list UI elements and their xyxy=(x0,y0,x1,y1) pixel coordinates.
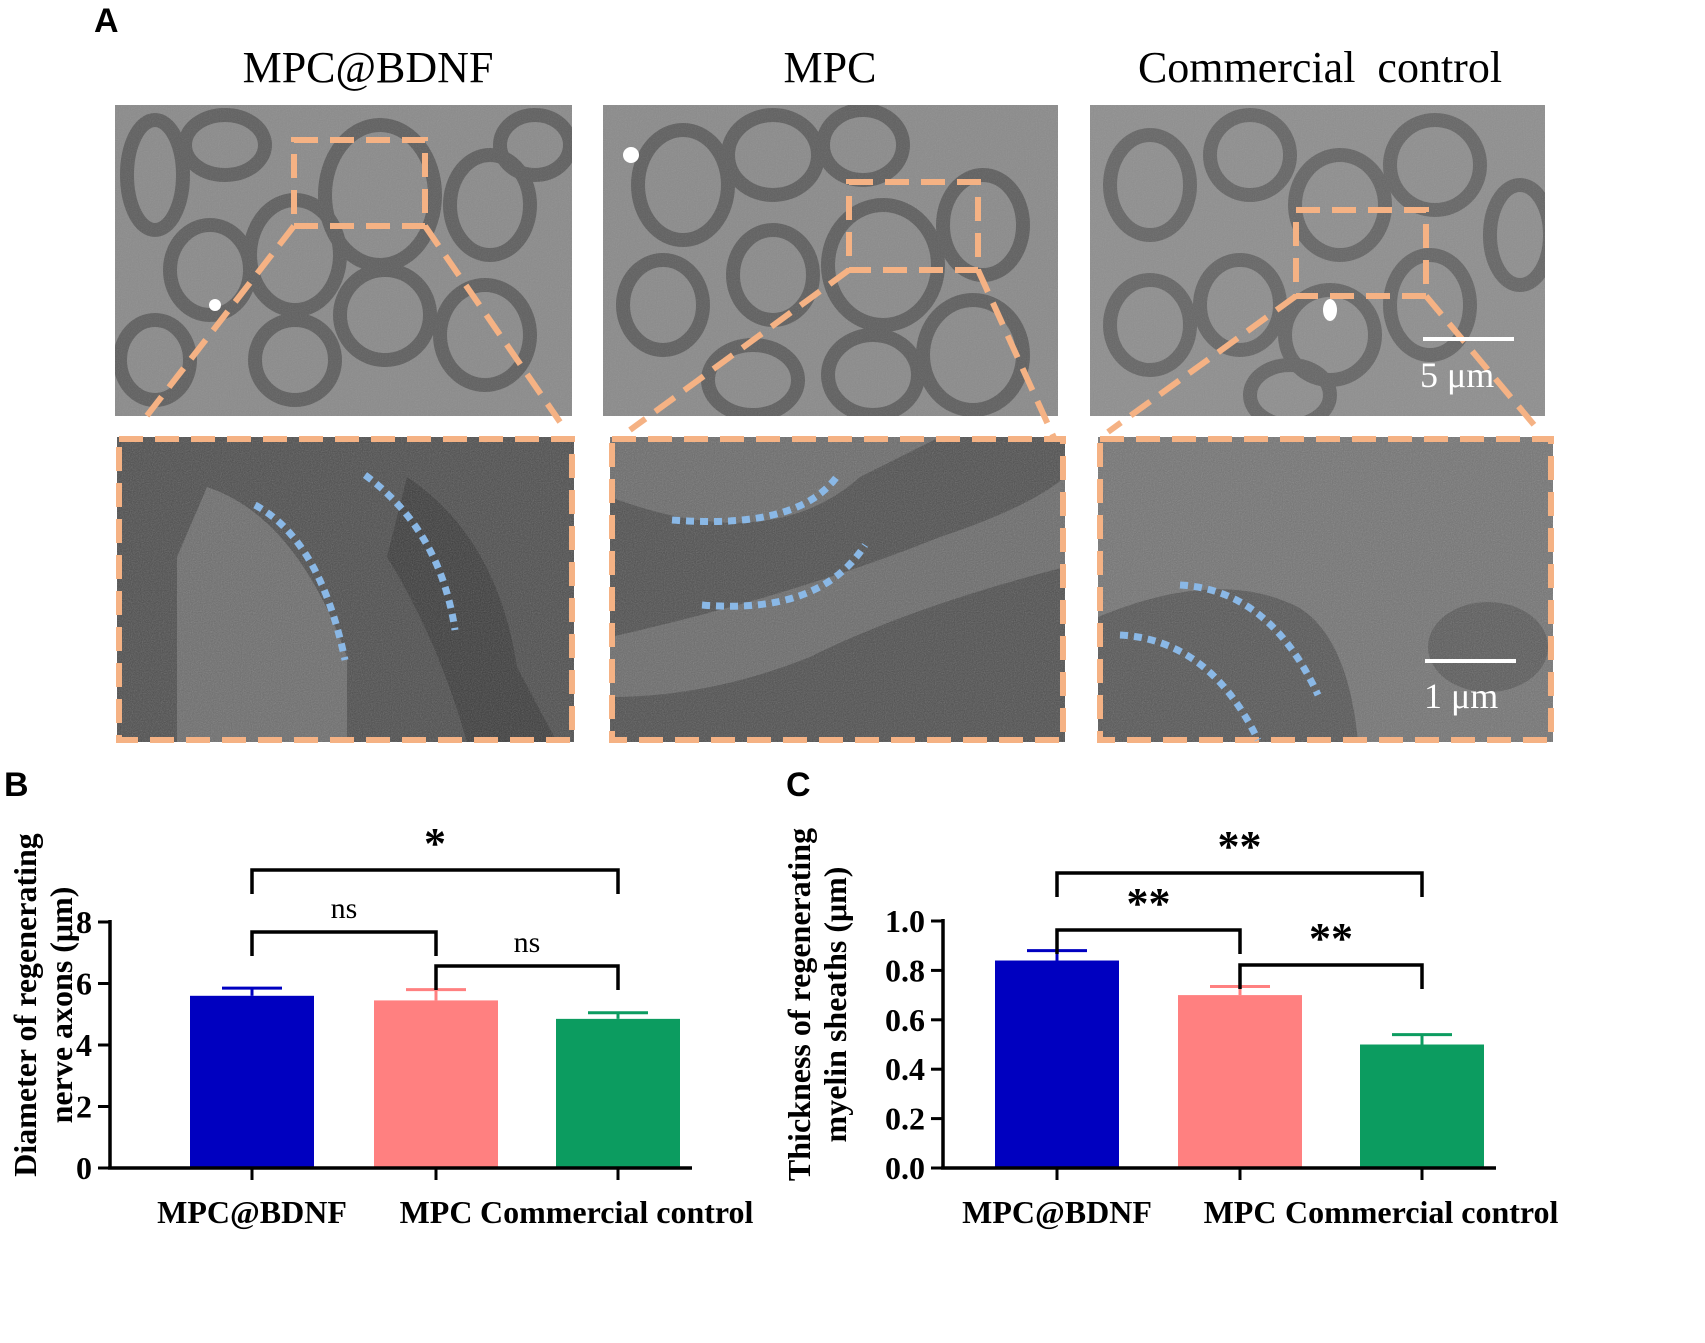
bar-b-1 xyxy=(374,1000,498,1168)
zoom-frame-mpc-bdnf xyxy=(116,436,575,743)
bar-c-2 xyxy=(1360,1044,1484,1168)
y-axis-title-line2-b: nerve axons (μm) xyxy=(43,887,79,1124)
zoom-line-right-mpc-bdnf xyxy=(422,224,563,424)
myelin-trace-1-mpc xyxy=(671,472,841,526)
x-label-b-1: MPC xyxy=(400,1194,473,1230)
chart-axon-diameter: 0 2 4 6 8 MPC@BDNF MPC Commercial control Diamet… xyxy=(7,819,754,1230)
y-axis-title-line1-b: Diameter of regenerating xyxy=(7,833,43,1177)
micrograph-low-mag-mpc-bdnf xyxy=(115,105,572,416)
x-label-c-2: Commercial control xyxy=(1285,1194,1559,1230)
zoom-line-left-mpc xyxy=(628,267,851,433)
significance-bracket-c-1 xyxy=(1055,928,1242,954)
y-tick-label-b-1: 2 xyxy=(76,1089,92,1125)
zoom-box-mpc xyxy=(846,179,981,273)
column-title-mpc-bdnf: MPC@BDNF xyxy=(242,43,494,92)
micrograph-high-mag-commercial-control xyxy=(1098,437,1553,742)
column-title-commercial-control: Commercial control xyxy=(1137,43,1503,92)
myelin-trace-2-mpc xyxy=(701,543,868,610)
significance-bracket-c-2 xyxy=(1238,963,1424,989)
zoom-box-mpc-bdnf xyxy=(291,137,428,229)
bar-b-2 xyxy=(556,1018,680,1168)
bar-b-0 xyxy=(190,995,314,1168)
chart-myelin-thickness: 0.0 0.2 0.4 0.6 0.8 1.0 MPC@BDNF MPC Commercial … xyxy=(781,822,1559,1230)
significance-bracket-b-1 xyxy=(250,930,438,956)
micrograph-high-mag-mpc xyxy=(610,437,1065,742)
y-tick-label-c-1: 0.2 xyxy=(885,1101,925,1137)
bar-c-0 xyxy=(995,960,1119,1168)
y-tick-label-c-0: 0.0 xyxy=(885,1150,925,1186)
significance-label-c-0: ** xyxy=(1218,822,1262,871)
y-tick-label-c-2: 0.4 xyxy=(885,1051,925,1087)
panel-label-b: B xyxy=(4,766,29,804)
scale-label-bottom: 1 μm xyxy=(1424,676,1499,716)
y-axis-title-line1-c: Thickness of regenerating xyxy=(781,828,817,1181)
y-tick-label-c-4: 0.8 xyxy=(885,952,925,988)
bar-c-1 xyxy=(1178,995,1302,1168)
scale-label-top: 5 μm xyxy=(1420,355,1495,395)
significance-label-c-1: ** xyxy=(1127,879,1171,928)
zoom-frame-commercial-control xyxy=(1097,436,1554,743)
x-label-b-0: MPC@BDNF xyxy=(157,1194,347,1230)
zoom-frame-mpc xyxy=(609,436,1066,743)
y-tick-label-c-5: 1.0 xyxy=(885,903,925,939)
micrograph-low-mag-mpc xyxy=(603,105,1058,416)
y-tick-label-b-4: 8 xyxy=(76,904,92,940)
micrograph-annotations xyxy=(116,137,1554,743)
y-axis-title-line2-c: myelin sheaths (μm) xyxy=(817,867,853,1143)
myelin-trace-2-commercial-control xyxy=(1119,631,1262,742)
column-title-mpc: MPC xyxy=(783,43,877,92)
y-tick-label-b-3: 6 xyxy=(76,966,92,1002)
zoom-line-right-commercial-control xyxy=(1423,294,1543,434)
panel-label-a: A xyxy=(94,2,119,40)
zoom-line-left-commercial-control xyxy=(1106,293,1298,435)
significance-bracket-c-0 xyxy=(1055,871,1424,897)
myelin-trace-1-mpc-bdnf xyxy=(253,501,349,661)
zoom-line-right-mpc xyxy=(975,268,1058,442)
x-label-c-0: MPC@BDNF xyxy=(962,1194,1152,1230)
significance-label-b-0: * xyxy=(424,819,446,868)
zoom-line-left-mpc-bdnf xyxy=(139,224,297,424)
y-tick-label-b-2: 4 xyxy=(76,1027,92,1063)
significance-label-c-2: ** xyxy=(1309,914,1353,963)
micrograph-low-mag-commercial-control xyxy=(1090,105,1545,416)
significance-bracket-b-2 xyxy=(434,964,620,990)
micrograph-high-mag-mpc-bdnf xyxy=(117,437,574,742)
significance-label-b-2: ns xyxy=(514,926,541,959)
y-tick-label-c-3: 0.6 xyxy=(885,1002,925,1038)
myelin-trace-2-mpc-bdnf xyxy=(362,472,459,631)
y-tick-label-b-0: 0 xyxy=(76,1150,92,1186)
myelin-trace-1-commercial-control xyxy=(1179,581,1322,697)
significance-label-b-1: ns xyxy=(331,892,358,925)
zoom-box-commercial-control xyxy=(1293,207,1429,299)
significance-bracket-b-0 xyxy=(250,868,620,894)
x-label-b-2: Commercial control xyxy=(480,1194,754,1230)
panel-label-c: C xyxy=(786,766,811,804)
x-label-c-1: MPC xyxy=(1204,1194,1277,1230)
